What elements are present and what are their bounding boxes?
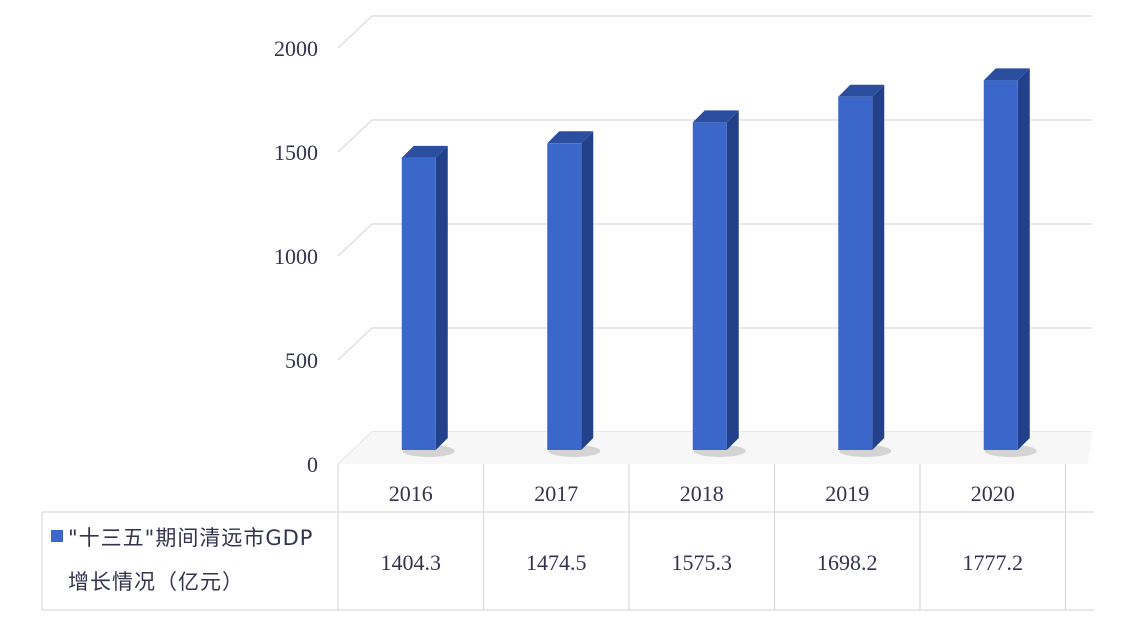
- data-table: 2016 1404.3 2017 1474.5 2018 1575.3 2019 1698.2…: [41, 464, 1094, 611]
- data-table-value: 1575.3: [672, 550, 733, 575]
- legend: "十三五"期间清远市GDP 增长情况（亿元）: [51, 526, 313, 594]
- gridline-depth: [337, 15, 373, 49]
- bar-side: [581, 131, 594, 450]
- y-tick-label: 0: [307, 452, 318, 477]
- bar-side: [1017, 68, 1030, 450]
- x-tick-label: 2020: [971, 481, 1015, 506]
- data-table-value: 1404.3: [381, 550, 442, 575]
- bar-front: [547, 143, 582, 450]
- legend-label-line2: 增长情况（亿元）: [68, 570, 244, 594]
- bar-side: [872, 84, 885, 450]
- bar-top: [547, 131, 594, 144]
- bar-top: [401, 145, 448, 158]
- bars-layer: [401, 68, 1037, 457]
- bar-top: [692, 110, 739, 123]
- x-tick-label: 2016: [389, 481, 433, 506]
- bar-2020: [983, 68, 1037, 457]
- bar-front: [692, 122, 727, 451]
- bar-front: [838, 96, 873, 450]
- bar-front: [401, 157, 436, 451]
- bar-side: [726, 110, 739, 451]
- y-tick-label: 1500: [274, 140, 318, 165]
- legend-swatch: [51, 530, 63, 542]
- y-tick-label: 2000: [274, 36, 318, 61]
- bar-2016: [401, 145, 455, 457]
- legend-label-line1: "十三五"期间清远市GDP: [68, 526, 313, 550]
- gridline-depth: [337, 223, 373, 257]
- gridline-depth: [337, 327, 373, 361]
- bar-2019: [838, 84, 892, 457]
- bar-top: [838, 84, 885, 97]
- gridline-depth: [337, 119, 373, 153]
- bar-front: [983, 80, 1018, 450]
- x-tick-label: 2017: [534, 481, 578, 506]
- data-table-value: 1698.2: [817, 550, 878, 575]
- data-table-value: 1777.2: [963, 550, 1024, 575]
- bar-top: [983, 68, 1030, 81]
- y-tick-label: 500: [285, 348, 318, 373]
- bar-2018: [692, 110, 746, 457]
- y-tick-label: 1000: [274, 244, 318, 269]
- bar-2017: [547, 131, 601, 457]
- y-axis: 0 500 1000 1500 2000: [274, 36, 318, 477]
- bar-side: [435, 145, 448, 451]
- x-tick-label: 2018: [680, 481, 724, 506]
- x-tick-label: 2019: [825, 481, 869, 506]
- data-table-value: 1474.5: [526, 550, 587, 575]
